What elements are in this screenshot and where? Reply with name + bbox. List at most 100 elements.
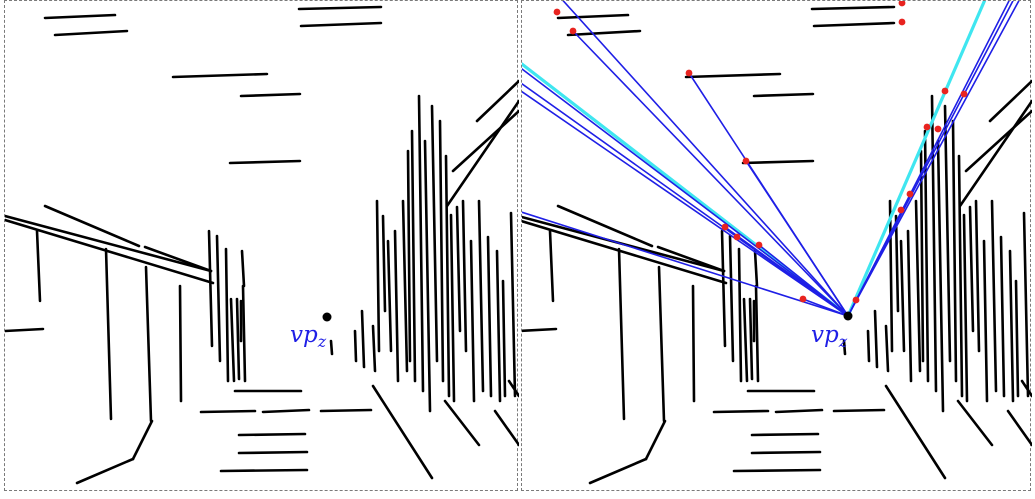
line-segment	[753, 249, 759, 288]
right-panel: vpz	[521, 0, 1032, 491]
line-segment	[486, 235, 493, 398]
segment-endpoint	[934, 125, 942, 133]
line-segment	[507, 379, 519, 398]
segment-endpoint	[569, 27, 577, 35]
line-segment	[240, 249, 246, 288]
line-segment	[297, 5, 383, 11]
line-segment	[493, 409, 519, 447]
segment-endpoint	[799, 295, 807, 303]
line-segment	[956, 399, 994, 447]
vanishing-point	[843, 311, 853, 321]
line-segment	[5, 327, 45, 333]
line-segment	[410, 129, 417, 383]
line-segment	[461, 199, 468, 353]
line-segment	[178, 284, 183, 403]
line-segment	[455, 205, 462, 333]
line-segment	[548, 229, 555, 303]
line-segment	[974, 199, 981, 353]
line-segment	[360, 309, 366, 369]
line-segment	[509, 211, 517, 398]
segment-endpoint	[721, 223, 729, 231]
line-segment	[988, 79, 1032, 123]
line-segment	[319, 408, 373, 413]
line-segment	[131, 419, 154, 461]
line-segment	[143, 245, 213, 273]
line-segment	[884, 324, 890, 373]
segment-endpoint	[852, 296, 860, 304]
line-segment	[219, 468, 309, 473]
left-line-segments	[5, 5, 519, 485]
line-segment	[884, 384, 947, 480]
segment-endpoint	[941, 87, 949, 95]
line-segment	[812, 21, 896, 28]
vanishing-ray	[847, 1, 1020, 317]
segment-endpoint	[742, 157, 750, 165]
line-segment	[53, 29, 129, 37]
line-segment	[888, 199, 894, 353]
line-segment	[1006, 409, 1032, 447]
line-segment	[75, 457, 135, 485]
line-segment	[919, 149, 925, 363]
vanishing-ray	[572, 30, 849, 317]
line-segment	[566, 29, 642, 37]
segment-endpoint	[685, 69, 693, 77]
line-segment	[750, 450, 822, 455]
line-segment	[224, 247, 230, 383]
line-segment	[353, 329, 358, 363]
line-segment	[417, 94, 425, 393]
line-segment	[229, 297, 236, 383]
line-segment	[5, 218, 215, 285]
right-vp-label-sub: z	[838, 332, 848, 351]
vanishing-point	[322, 312, 332, 322]
line-segment	[873, 309, 879, 369]
line-segment	[241, 284, 247, 383]
line-segment	[728, 234, 735, 363]
line-segment	[423, 139, 432, 413]
line-segment	[237, 432, 307, 437]
line-segment	[951, 119, 958, 383]
line-segment	[964, 109, 1032, 173]
line-segment	[899, 239, 906, 353]
line-segment	[732, 468, 822, 473]
line-segment	[144, 265, 153, 423]
line-segment	[5, 214, 213, 273]
line-segment	[171, 72, 269, 79]
segment-endpoint	[960, 90, 968, 98]
line-segment	[449, 213, 456, 403]
line-segment	[477, 199, 485, 393]
line-segment	[742, 297, 749, 383]
line-segment	[371, 324, 377, 373]
line-segment	[43, 13, 117, 20]
line-segment	[737, 247, 743, 383]
line-segment	[35, 229, 42, 303]
line-segment	[393, 229, 400, 383]
vanishing-ray	[522, 68, 849, 317]
line-segment	[750, 432, 820, 437]
segment-endpoint	[906, 190, 914, 198]
left-vp-label-main: vp	[290, 322, 318, 348]
line-segment	[501, 279, 507, 398]
line-segment	[684, 72, 782, 79]
line-segment	[406, 149, 412, 363]
line-segment	[712, 409, 770, 414]
right-vp-label-main: vp	[811, 322, 839, 348]
line-segment	[299, 21, 383, 28]
line-segment	[207, 229, 214, 348]
line-segment	[754, 284, 760, 383]
line-segment	[199, 409, 257, 414]
line-segment	[943, 104, 952, 363]
line-segment	[990, 199, 998, 393]
line-segment	[1008, 249, 1015, 403]
line-segment	[445, 99, 519, 208]
line-segment	[371, 384, 434, 480]
vanishing-ray	[736, 236, 849, 317]
line-segment	[475, 79, 519, 123]
line-segment	[438, 119, 445, 383]
line-segment	[906, 229, 913, 383]
line-segment	[832, 408, 886, 413]
segment-endpoint	[923, 123, 931, 131]
line-segment	[443, 399, 481, 447]
line-segment	[720, 229, 727, 348]
line-segment	[215, 234, 222, 363]
line-segment	[936, 139, 945, 413]
